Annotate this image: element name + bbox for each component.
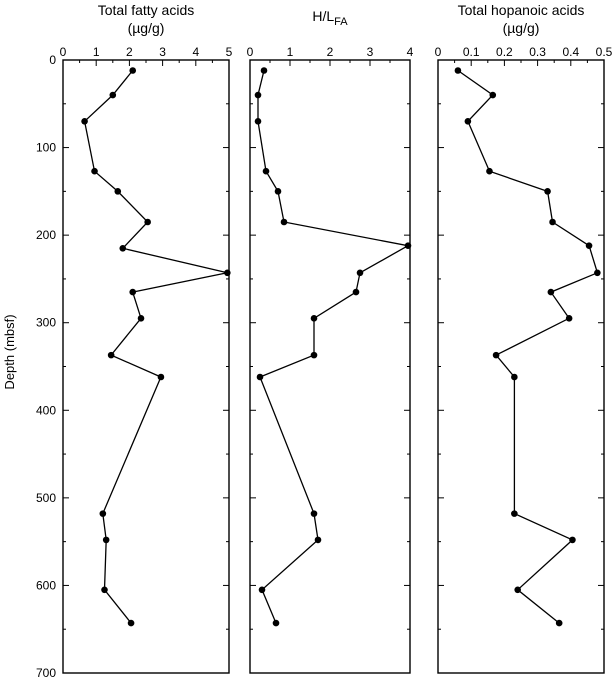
x-tick-label: 0	[60, 45, 67, 59]
panel-title: Total fatty acids	[98, 2, 195, 18]
data-point	[569, 536, 576, 544]
series-line	[257, 70, 410, 624]
x-tick-label: 1	[93, 45, 100, 59]
panel-title-units: (µg/g)	[128, 20, 165, 36]
data-point	[102, 536, 110, 544]
plot-frame	[249, 59, 411, 674]
y-tick-label: 600	[36, 578, 56, 592]
data-point	[119, 244, 127, 252]
data-point	[549, 218, 556, 226]
x-tick-label: 1	[287, 45, 294, 59]
data-point	[272, 619, 280, 627]
data-point	[486, 167, 493, 175]
x-tick-label: 0.5	[596, 45, 613, 59]
data-point	[310, 315, 318, 322]
data-point	[224, 269, 231, 277]
x-tick-label: 4	[192, 45, 199, 59]
x-tick-label: 0.3	[529, 45, 546, 59]
x-tick-label: 2	[327, 45, 334, 59]
data-point	[254, 91, 262, 99]
data-point	[258, 586, 266, 594]
data-point	[107, 351, 115, 359]
data-point	[129, 288, 137, 296]
y-tick-label: 200	[36, 228, 56, 242]
data-point	[109, 91, 117, 99]
series-line	[83, 70, 228, 624]
data-point	[280, 218, 288, 226]
data-point	[114, 188, 122, 195]
panel-h-l-fa: H/LFA 0 1 2 3 4	[247, 8, 414, 674]
x-tick-label: 0	[435, 45, 442, 59]
panel-title-subscript: FA	[334, 16, 348, 28]
data-point	[511, 510, 518, 517]
data-point	[91, 167, 98, 175]
data-point	[492, 351, 500, 359]
x-tick-label: 3	[159, 45, 166, 59]
x-tick-label: 2	[126, 45, 133, 59]
y-tick-label: 500	[36, 491, 56, 505]
y-tick-label: 300	[36, 316, 56, 330]
data-point	[585, 242, 593, 249]
data-point	[594, 269, 601, 277]
y-tick-label: 700	[36, 666, 56, 680]
data-point	[356, 269, 364, 277]
data-point	[260, 67, 268, 74]
data-point	[101, 586, 108, 594]
y-tick-label: 0	[49, 53, 56, 67]
data-point	[127, 619, 135, 627]
data-point	[144, 218, 151, 226]
plot-frame	[437, 59, 605, 674]
data-point	[454, 67, 462, 74]
panel-title: Total hopanoic acids	[458, 2, 585, 18]
data-point	[137, 315, 145, 322]
data-point	[256, 373, 264, 381]
data-point	[404, 242, 412, 249]
data-point	[489, 91, 497, 99]
y-tick-label: 400	[36, 403, 56, 417]
y-axis-label: Depth (mbsf)	[2, 314, 17, 389]
x-tick-label: 4	[407, 45, 414, 59]
x-tick-label: 0.2	[496, 45, 513, 59]
data-point	[511, 373, 518, 381]
data-point	[129, 67, 137, 74]
data-point	[514, 586, 521, 594]
data-point	[157, 373, 165, 381]
panel-total-fatty-acids: Total fatty acids (µg/g) 0 1 2 3 4 5 0 100 200 30…	[36, 2, 233, 680]
data-point	[547, 288, 555, 296]
data-point	[262, 167, 270, 175]
panel-title: H/LFA	[312, 8, 348, 28]
data-point	[81, 118, 88, 125]
data-point	[464, 118, 472, 125]
data-point	[565, 315, 573, 322]
data-point	[310, 510, 318, 517]
data-point	[254, 118, 262, 125]
x-tick-label: 0.4	[562, 45, 579, 59]
data-point	[310, 351, 318, 359]
data-point	[544, 188, 551, 195]
x-tick-label: 0.1	[463, 45, 480, 59]
data-point	[555, 619, 563, 627]
panel-title-main: H/L	[312, 8, 334, 24]
x-tick-label: 0	[247, 45, 254, 59]
data-point	[352, 288, 360, 296]
data-point	[274, 188, 282, 195]
data-point	[314, 536, 322, 544]
series-line	[457, 69, 599, 624]
panel-title-units: (µg/g)	[503, 20, 540, 36]
panel-total-hopanoic-acids: Total hopanoic acids (µg/g) 0 0.1 0.2 0.3 0.…	[435, 2, 613, 674]
plot-frame	[62, 59, 230, 674]
data-point	[99, 510, 107, 517]
y-tick-label: 100	[36, 141, 56, 155]
x-tick-label: 5	[226, 45, 233, 59]
x-tick-label: 3	[367, 45, 374, 59]
